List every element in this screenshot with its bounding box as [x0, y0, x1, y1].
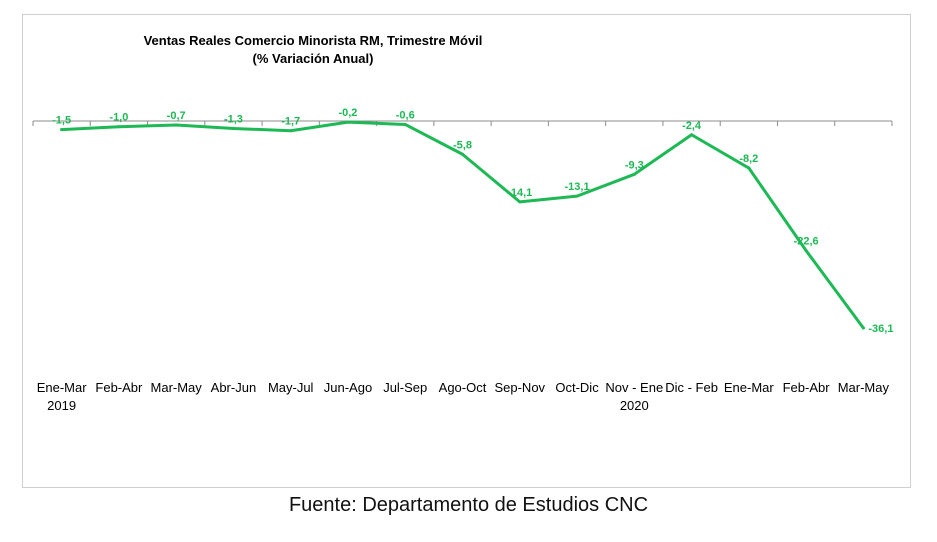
- x-tick-label: Sep-Nov: [494, 380, 545, 395]
- data-label: -0,6: [396, 109, 415, 121]
- x-tick-label: Nov - Ene: [605, 380, 663, 395]
- data-label: -22,6: [794, 236, 819, 248]
- x-tick-label: Mar-May: [838, 380, 890, 395]
- data-label: -13,1: [564, 181, 589, 193]
- x-year-label: 2019: [47, 398, 76, 413]
- data-point: [289, 129, 293, 133]
- data-point: [861, 326, 865, 330]
- data-label: -0,2: [338, 107, 357, 119]
- data-point: [231, 126, 235, 130]
- x-tick-label: Feb-Abr: [783, 380, 831, 395]
- data-point: [174, 123, 178, 127]
- data-point: [518, 200, 522, 204]
- chart-frame: Ventas Reales Comercio Minorista RM, Tri…: [22, 14, 911, 488]
- data-point: [632, 172, 636, 176]
- data-label: -1,5: [52, 115, 71, 127]
- x-tick-label: Jun-Ago: [324, 380, 372, 395]
- data-label: -9,3: [625, 159, 644, 171]
- data-label: -0,7: [167, 110, 186, 122]
- x-tick-label: Oct-Dic: [555, 380, 599, 395]
- x-tick-label: Abr-Jun: [211, 380, 257, 395]
- x-tick-label: Ene-Mar: [37, 380, 88, 395]
- chart-title: Ventas Reales Comercio Minorista RM, Tri…: [143, 33, 483, 48]
- data-label: -1,7: [281, 116, 300, 128]
- data-point: [804, 249, 808, 253]
- data-label: -5,8: [453, 139, 472, 151]
- chart-subtitle: (% Variación Anual): [252, 51, 374, 66]
- data-label: -2,4: [682, 120, 702, 132]
- data-label: -14,1: [507, 187, 532, 199]
- data-point: [403, 122, 407, 126]
- data-point: [461, 152, 464, 156]
- x-tick-label: Ago-Oct: [439, 380, 487, 395]
- x-tick-label: Dic - Feb: [665, 380, 718, 395]
- x-tick-label: Ene-Mar: [724, 380, 775, 395]
- data-point: [690, 133, 694, 137]
- x-tick-label: Jul-Sep: [383, 380, 427, 395]
- data-label: -36,1: [868, 323, 893, 335]
- data-point: [575, 194, 579, 198]
- x-year-label: 2020: [620, 398, 649, 413]
- data-point: [117, 125, 121, 129]
- source-note: Fuente: Departamento de Estudios CNC: [288, 494, 649, 516]
- data-label: -1,0: [109, 112, 128, 124]
- data-point: [747, 166, 751, 170]
- data-label: -1,3: [224, 113, 243, 125]
- x-tick-label: Feb-Abr: [95, 380, 143, 395]
- x-tick-label: Mar-May: [151, 380, 203, 395]
- data-label: -8,2: [739, 153, 758, 165]
- data-point: [346, 120, 350, 124]
- data-point: [60, 128, 64, 132]
- x-tick-label: May-Jul: [268, 380, 314, 395]
